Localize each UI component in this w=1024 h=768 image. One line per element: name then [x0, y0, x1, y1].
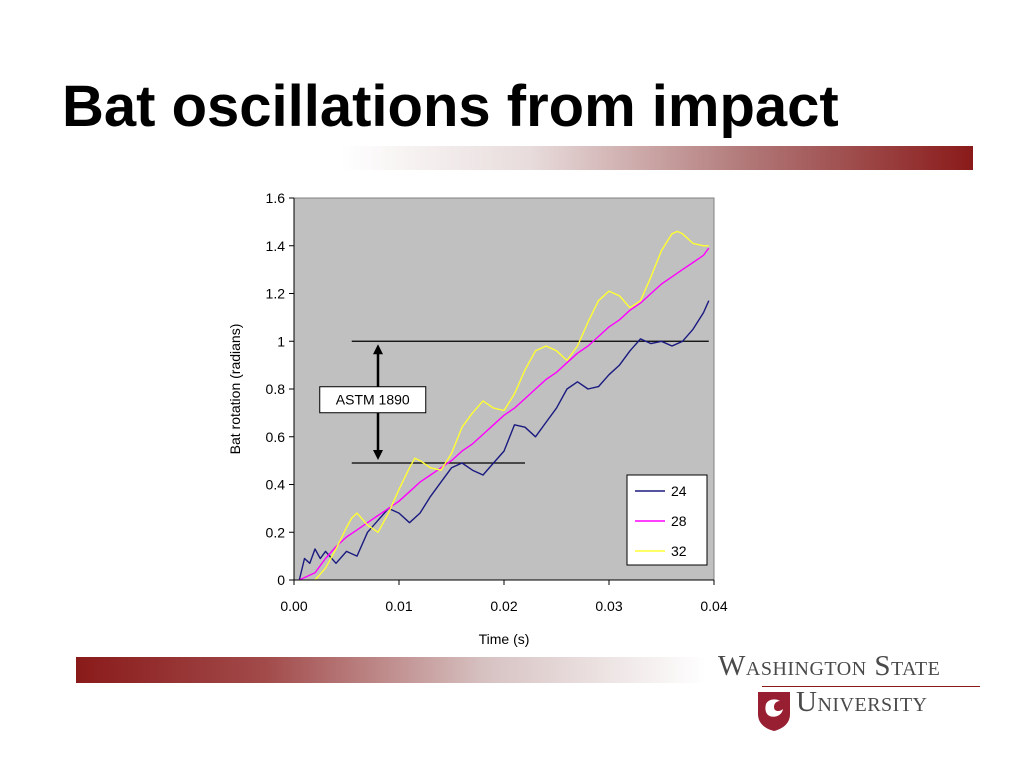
x-tick-label: 0.02 — [490, 598, 517, 614]
legend-box — [626, 474, 708, 566]
x-tick-label: 0.03 — [595, 598, 622, 614]
slide-title: Bat oscillations from impact — [62, 74, 839, 139]
logo-line-1: Washington State — [718, 650, 941, 682]
y-tick-label: 0.4 — [266, 477, 286, 493]
astm-label-box — [319, 386, 427, 414]
title-decorative-rule — [340, 146, 973, 170]
logo-line-2: University — [796, 686, 928, 718]
astm-label: ASTM 1890 — [319, 386, 427, 414]
y-tick-label: 1.2 — [266, 286, 286, 302]
wsu-logo: Washington State University — [718, 650, 980, 734]
y-tick-label: 1.6 — [266, 190, 286, 206]
x-axis-label: Time (s) — [479, 631, 530, 647]
y-tick-label: 0.8 — [266, 381, 286, 397]
x-tick-label: 0.04 — [700, 598, 727, 614]
y-tick-label: 1.4 — [266, 238, 286, 254]
axes-layer: 0 0.2 0.4 0.6 0.8 1 1.2 1.4 1.6 0.00 0.01 0.02 0.03 0… — [266, 190, 728, 614]
annotation-layer: ASTM 1890 — [319, 340, 709, 464]
y-tick-label: 0.2 — [266, 524, 286, 540]
legend-label-32: 32 — [671, 543, 687, 559]
y-tick-label: 1 — [277, 333, 285, 349]
legend-label-28: 28 — [671, 513, 687, 529]
legend-label-24: 24 — [671, 483, 687, 499]
y-tick-label: 0.6 — [266, 429, 286, 445]
series-line-28 — [299, 247, 710, 581]
footer-decorative-rule — [76, 657, 706, 683]
series-layer — [298, 230, 710, 581]
series-line-32 — [314, 230, 709, 581]
x-tick-label: 0.00 — [280, 598, 307, 614]
series-line-24 — [298, 300, 710, 581]
logo-divider — [762, 686, 980, 687]
cougar-shield-icon — [758, 692, 790, 731]
y-tick-label: 0 — [277, 572, 285, 588]
y-axis-label: Bat rotation (radians) — [227, 324, 243, 455]
legend: 24 28 32 — [626, 474, 708, 566]
x-tick-label: 0.01 — [385, 598, 412, 614]
astm-label-text: ASTM 1890 — [336, 392, 410, 408]
